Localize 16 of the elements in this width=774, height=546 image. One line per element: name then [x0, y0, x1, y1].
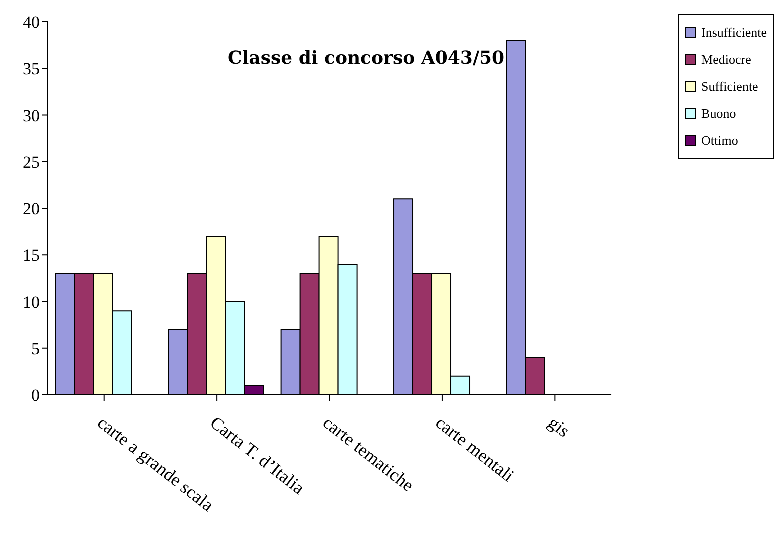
y-tick-label: 35: [23, 60, 40, 79]
legend-label: Mediocre: [702, 52, 752, 68]
y-tick-label: 30: [23, 106, 40, 126]
y-tick-label: 25: [23, 152, 40, 172]
x-tick-label: gis: [544, 412, 574, 442]
text: Classe di concorso A043/50: [228, 48, 505, 69]
legend-label: Sufficiente: [702, 78, 758, 94]
y-tick-label: 0: [32, 386, 40, 406]
legend-label: Buono: [702, 106, 736, 122]
y-tick-label: 5: [32, 339, 40, 358]
y-tick-label: 10: [23, 292, 40, 312]
legend-label: Insufficiente: [702, 24, 767, 40]
y-tick-label: 20: [23, 200, 40, 219]
y-tick-label: 15: [23, 246, 40, 266]
y-tick-label: 40: [23, 13, 40, 32]
legend-label: Ottimo: [702, 132, 738, 148]
